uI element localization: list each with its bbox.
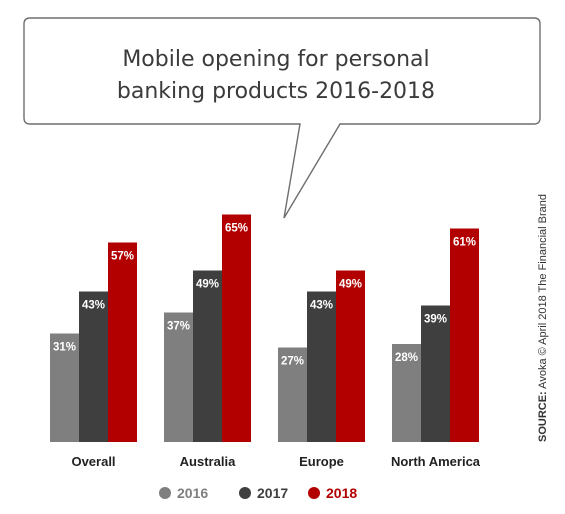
category-label: North America <box>391 454 481 469</box>
legend-label-2018: 2018 <box>326 485 357 501</box>
category-label: Europe <box>299 454 344 469</box>
bar-australia-2016 <box>164 312 193 442</box>
value-label: 61% <box>453 237 476 249</box>
bar-overall-2018 <box>108 242 137 442</box>
bar-north-america-2017 <box>421 305 450 442</box>
value-label: 49% <box>196 279 219 291</box>
bar-australia-2018 <box>222 214 251 442</box>
value-label: 65% <box>225 223 248 235</box>
bar-australia-2017 <box>193 270 222 442</box>
value-label: 43% <box>310 300 333 312</box>
bar-europe-2018 <box>336 270 365 442</box>
bar-overall-2017 <box>79 291 108 442</box>
legend-label-2017: 2017 <box>257 485 288 501</box>
value-label: 39% <box>424 314 447 326</box>
bar-north-america-2016 <box>392 344 421 442</box>
legend-label-2016: 2016 <box>177 485 208 501</box>
value-label: 27% <box>281 356 304 368</box>
value-label: 37% <box>167 321 190 333</box>
bar-overall-2016 <box>50 333 79 442</box>
chart-title-line-1: Mobile opening for personal <box>122 47 429 72</box>
source-note: SOURCE: Avoka © April 2018 The Financial… <box>537 194 549 442</box>
legend-marker-2017 <box>239 487 251 499</box>
category-label: Overall <box>71 454 115 469</box>
category-label: Australia <box>180 454 236 469</box>
legend-marker-2016 <box>159 487 171 499</box>
bar-north-america-2018 <box>450 228 479 442</box>
bar-europe-2017 <box>307 291 336 442</box>
legend-marker-2018 <box>308 487 320 499</box>
value-label: 43% <box>82 300 105 312</box>
bar-europe-2016 <box>278 347 307 442</box>
source-text: Avoka © April 2018 The Financial Brand <box>537 194 549 391</box>
title-bubble <box>23 17 541 219</box>
value-label: 57% <box>111 251 134 263</box>
value-label: 28% <box>395 352 418 364</box>
chart-title-line-2: banking products 2016-2018 <box>117 79 435 104</box>
source-label: SOURCE: <box>537 391 549 442</box>
value-label: 49% <box>339 279 362 291</box>
value-label: 31% <box>53 342 76 354</box>
